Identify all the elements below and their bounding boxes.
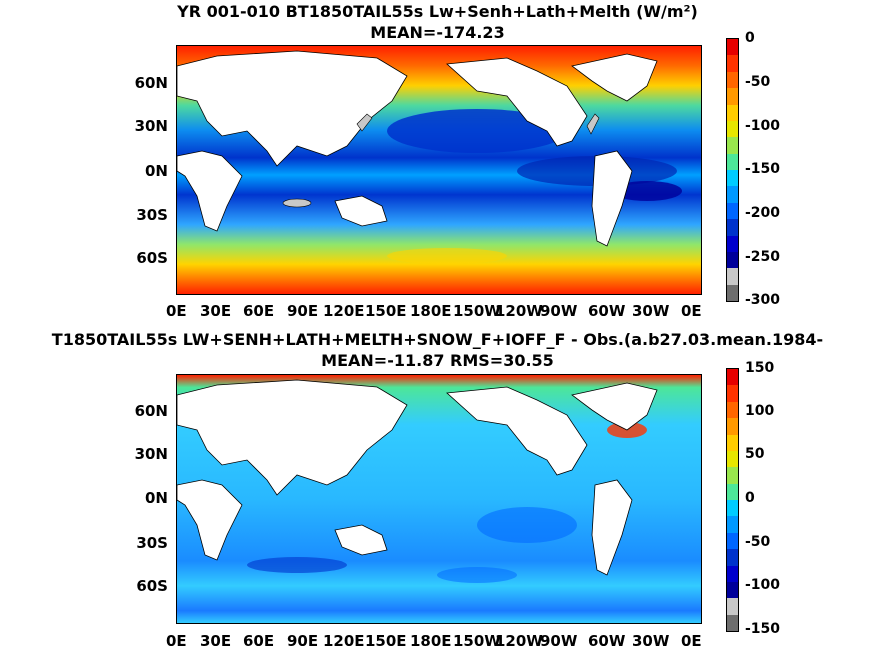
colorbar-segment <box>727 369 738 386</box>
colorbar-segment <box>727 170 738 187</box>
map-title: T1850TAIL55s LW+SENH+LATH+MELTH+SNOW_F+I… <box>51 330 824 349</box>
colorbar-label: -150 <box>745 161 781 177</box>
lon-label: 90E <box>287 632 319 650</box>
map-title: YR 001-010 BT1850TAIL55s Lw+Senh+Lath+Me… <box>177 2 698 21</box>
lon-label: 150W <box>453 302 501 320</box>
colorbar-segment <box>727 532 738 550</box>
colorbar-label: 50 <box>745 446 765 462</box>
colorbar-segment <box>727 565 738 582</box>
lon-label: 90W <box>540 302 578 320</box>
colorbar-label: -50 <box>745 74 771 90</box>
colorbar-label: 100 <box>745 403 775 419</box>
lon-label: 180E <box>410 632 452 650</box>
lat-label: 60S <box>136 249 168 267</box>
colorbar-segment <box>727 268 738 285</box>
lat-label: 30N <box>134 117 168 135</box>
colorbar-label: 0 <box>745 30 755 46</box>
lat-label: 0N <box>145 162 168 180</box>
colorbar-label: -100 <box>745 577 781 593</box>
colorbar-segment <box>727 516 738 533</box>
lat-label: 30S <box>136 206 168 224</box>
map-plot-area <box>176 45 702 295</box>
colorbar-segment <box>727 186 738 203</box>
lon-label: 0E <box>681 302 702 320</box>
lon-label: 150E <box>365 302 407 320</box>
lon-label: 150E <box>365 632 407 650</box>
lon-label: 30W <box>632 302 670 320</box>
colorbar-segment <box>727 385 738 402</box>
lat-label: 60S <box>136 577 168 595</box>
colorbar-segment <box>727 549 738 566</box>
colorbar-segment <box>727 104 738 121</box>
lon-label: 150W <box>453 632 501 650</box>
colorbar-segment <box>727 219 738 236</box>
lon-label: 30W <box>632 632 670 650</box>
colorbar-segment <box>727 71 738 89</box>
colorbar-label: 0 <box>745 490 755 506</box>
colorbar-label: -300 <box>745 292 781 308</box>
colorbar-segment <box>727 251 738 269</box>
heatmap-layer-1 <box>177 46 701 294</box>
colorbar-label: -150 <box>745 621 781 637</box>
colorbar-segment <box>727 418 738 435</box>
lon-label: 0E <box>166 632 187 650</box>
colorbar-segment <box>727 500 738 517</box>
lon-label: 120E <box>323 302 365 320</box>
lon-label: 90E <box>287 302 319 320</box>
lon-label: 30E <box>200 302 232 320</box>
colorbar-segment <box>727 467 738 484</box>
lon-label: 120E <box>323 632 365 650</box>
lon-label: 30E <box>200 632 232 650</box>
colorbar-label: -50 <box>745 534 771 550</box>
map-plot-area <box>176 374 702 624</box>
lat-label: 60N <box>134 74 168 92</box>
lon-label: 90W <box>540 632 578 650</box>
colorbar <box>726 368 739 632</box>
lat-label: 30N <box>134 445 168 463</box>
lon-label: 60E <box>243 302 275 320</box>
colorbar-segment <box>727 434 738 451</box>
lon-label: 0E <box>681 632 702 650</box>
colorbar-label: -200 <box>745 205 781 221</box>
colorbar-segment <box>727 598 738 615</box>
colorbar-segment <box>727 202 738 220</box>
colorbar-label: -100 <box>745 118 781 134</box>
lon-label: 120W <box>495 632 543 650</box>
colorbar-segment <box>727 88 738 105</box>
colorbar-segment <box>727 450 738 468</box>
colorbar-segment <box>727 235 738 252</box>
map-stats-label: MEAN=-11.87 RMS=30.55 <box>321 351 554 370</box>
lon-label: 60W <box>588 632 626 650</box>
colorbar-label: -250 <box>745 249 781 265</box>
lat-label: 0N <box>145 489 168 507</box>
heatmap-layer-2 <box>177 375 701 623</box>
colorbar-segment <box>727 55 738 72</box>
lon-label: 180E <box>410 302 452 320</box>
colorbar-segment <box>727 120 738 138</box>
colorbar-segment <box>727 483 738 500</box>
map-mean-label: MEAN=-174.23 <box>370 23 505 42</box>
colorbar-segment <box>727 614 738 631</box>
colorbar <box>726 38 739 302</box>
colorbar-segment <box>727 401 738 419</box>
colorbar-segment <box>727 153 738 170</box>
colorbar-segment <box>727 137 738 154</box>
lon-label: 60W <box>588 302 626 320</box>
colorbar-label: 150 <box>745 360 775 376</box>
lon-label: 60E <box>243 632 275 650</box>
lon-label: 120W <box>495 302 543 320</box>
colorbar-segment <box>727 581 738 599</box>
colorbar-segment <box>727 39 738 56</box>
lat-label: 30S <box>136 534 168 552</box>
colorbar-segment <box>727 284 738 301</box>
lat-label: 60N <box>134 402 168 420</box>
lon-label: 0E <box>166 302 187 320</box>
